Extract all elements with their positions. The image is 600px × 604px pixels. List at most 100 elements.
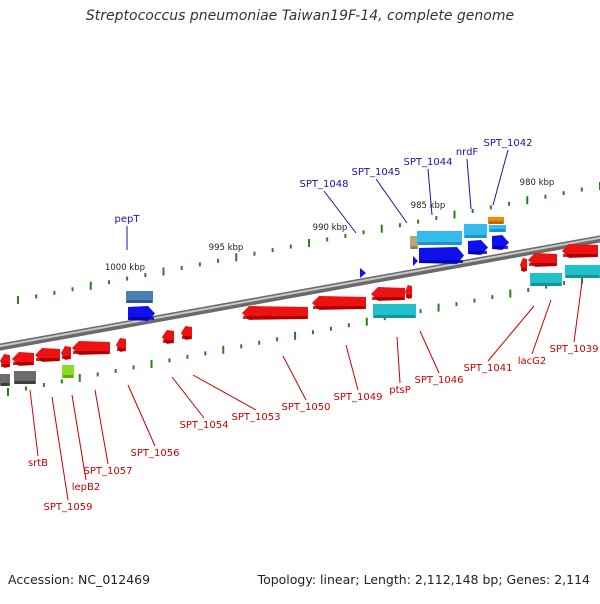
steel-blue-gene-shade [127,300,152,303]
scale-label: 990 kbp [313,223,348,233]
upper-scale-tick [126,276,129,281]
scale-label: 980 kbp [520,178,555,188]
reverse-gene-label: SPT_1057 [84,466,133,477]
lower-scale-tick [240,344,243,349]
upper-scale-tick [180,265,183,270]
reverse-label-leader [419,330,440,374]
light-blue-gene-shade [490,229,505,232]
lower-scale-tick [186,354,189,359]
upper-scale-tick [253,251,256,256]
reverse-label-leader [573,281,583,343]
upper-scale-tick [544,194,547,199]
forward-label-leader [427,168,433,216]
reverse-gene-label: SPT_1059 [44,502,93,513]
upper-scale-tick [217,258,220,263]
reverse-gene-arrow-shade [406,295,411,298]
lower-scale-tick [132,365,135,370]
lime-gene [62,365,74,378]
teal-gene [565,265,600,278]
light-blue-gene-shade [465,235,486,238]
upper-scale-tick [508,201,511,206]
reverse-gene-arrow-shade [243,316,307,319]
upper-scale-tick [308,239,310,247]
upper-scale-tick [89,281,92,290]
forward-label-leader [466,158,472,210]
reverse-label-leader [71,394,87,481]
upper-scale-tick [35,294,38,299]
upper-scale-tick [489,205,492,210]
reverse-label-leader [531,299,552,355]
lower-scale-tick [60,379,63,384]
reverse-gene-arrow-shade [563,254,597,257]
reverse-label-leader [345,344,359,391]
lower-scale-tick [311,330,314,335]
upper-scale-tick [144,273,147,278]
reverse-gene-label: lacG2 [518,356,547,367]
upper-scale-tick [53,290,56,295]
upper-scale-tick [471,208,474,213]
lower-scale-tick [365,317,368,326]
reverse-label-leader [487,305,535,362]
upper-scale-tick [71,287,74,292]
upper-scale-tick [271,248,274,253]
reverse-gene-label: SPT_1046 [415,375,464,386]
reverse-gene-label: lepB2 [72,482,101,493]
lower-scale-tick [383,316,386,321]
light-blue-gene [417,231,462,245]
forward-gene-arrow [419,247,464,264]
lower-scale-tick [7,388,9,396]
upper-scale-tick [344,233,347,238]
forward-gene-arrow-shade [129,317,154,320]
lower-scale-tick [491,295,494,300]
lower-scale-tick [24,386,27,391]
lower-scale-tick [509,289,512,298]
reverse-gene-arrow-shade [117,348,125,351]
teal-gene-shade [374,315,415,318]
upper-scale-tick [162,267,165,276]
upper-scale-tick [435,216,438,221]
tan-gene [410,236,418,249]
reverse-label-leader [192,374,257,411]
small-blue-arrow [360,268,366,278]
scale-label: 985 kbp [411,201,446,211]
lower-scale-tick [258,340,261,345]
upper-scale-tick [398,223,401,228]
reverse-gene-arrow-shade [62,356,70,359]
reverse-gene-arrow-shade [313,306,365,309]
upper-scale-tick [198,262,201,267]
reverse-gene-label: SPT_1050 [282,402,331,413]
reverse-label-leader [51,396,69,501]
lower-scale-tick [563,281,566,286]
reverse-gene-label: SPT_1049 [334,392,383,403]
forward-gene-arrow-shade [469,251,487,254]
reverse-label-leader [29,389,39,457]
lower-scale-tick [114,368,117,373]
reverse-gene-label: SPT_1054 [180,420,229,431]
lower-scale-tick [222,345,225,354]
reverse-gene-label: srtB [28,458,48,469]
reverse-gene-label: ptsP [389,385,411,396]
teal-gene-shade [566,275,599,278]
lower-scale-tick [294,331,297,340]
lower-scale-tick [204,351,207,356]
scale-label: 1000 kbp [105,263,145,273]
reverse-gene-arrow-shade [521,268,526,271]
genome-backbone-highlight [0,236,600,348]
lower-scale-tick [527,288,530,293]
lower-scale-tick [545,284,548,289]
reverse-label-leader [94,389,109,465]
upper-scale-tick [526,196,529,205]
reverse-gene-arrow-shade [163,340,173,343]
lower-scale-tick [168,358,171,363]
lower-scale-tick [329,326,332,331]
upper-scale-tick [362,230,365,235]
lower-scale-tick [473,298,476,303]
lower-scale-tick [150,359,153,368]
reverse-label-leader [282,355,307,401]
small-blue-arrow [413,256,418,266]
upper-scale-tick [17,296,19,304]
forward-label-leader [375,178,408,224]
orange-gene-shade [489,221,503,224]
reverse-gene-arrow-shade [13,362,33,365]
